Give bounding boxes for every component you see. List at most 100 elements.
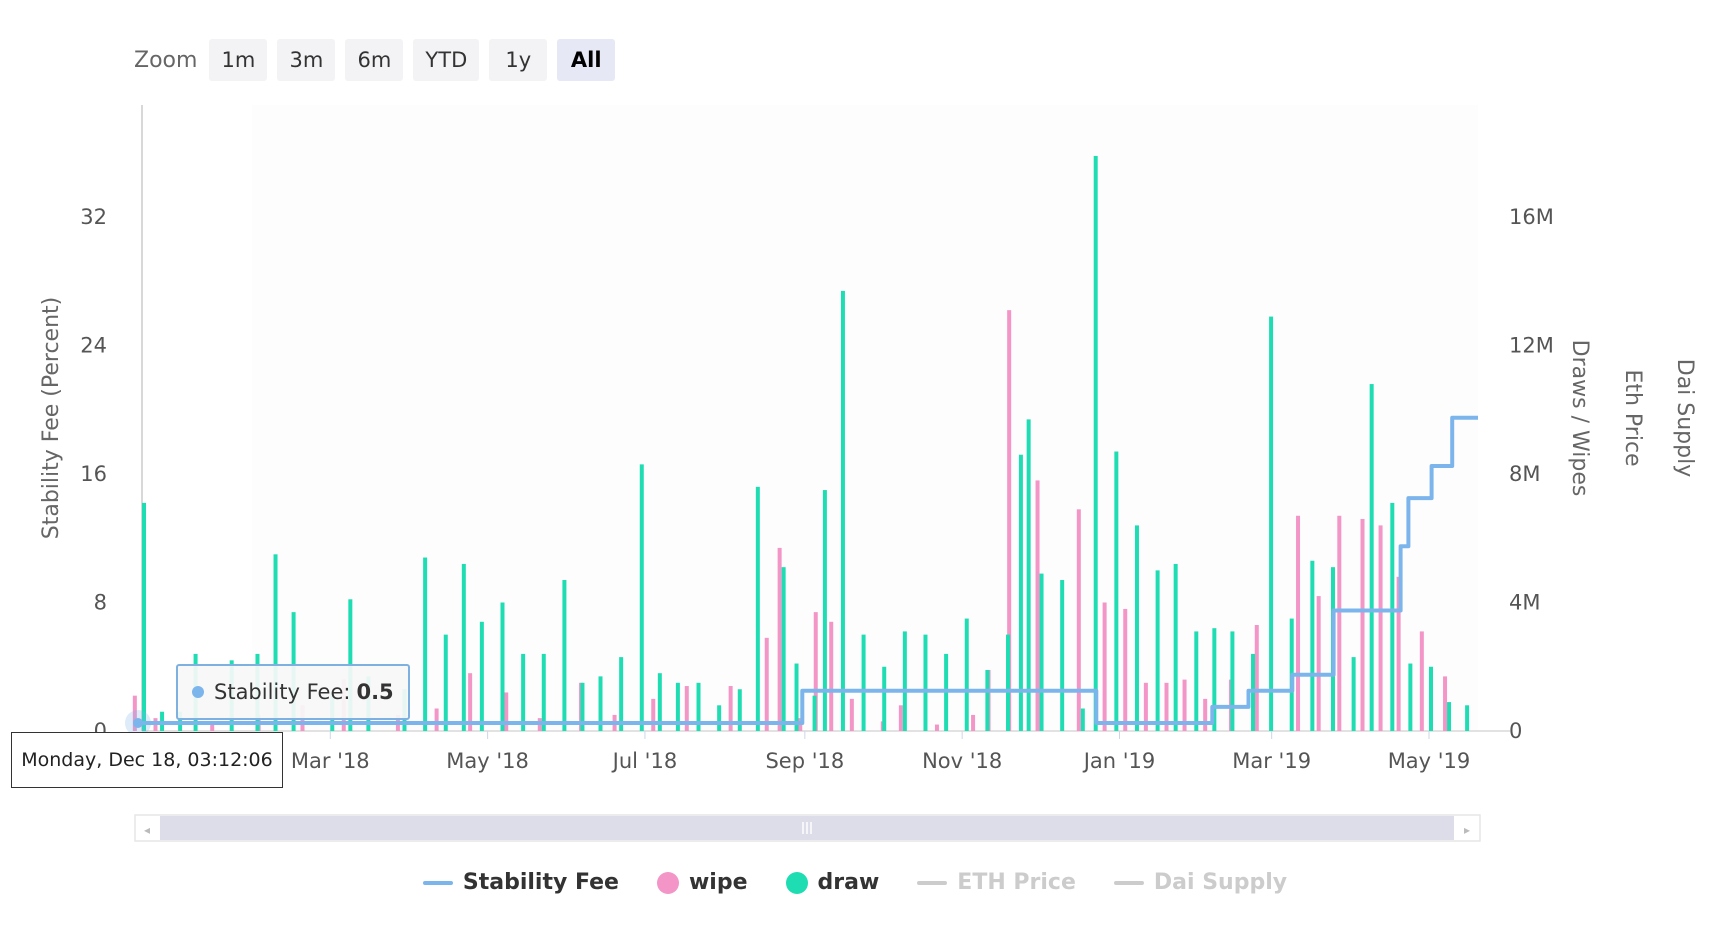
legend-symbol-4 (1113, 880, 1144, 885)
tooltip-series-dot (192, 686, 204, 698)
draw-bar (1155, 570, 1160, 731)
wipe-bar (1123, 608, 1128, 731)
zoom-1m-button[interactable]: 1m (209, 39, 268, 81)
draw-bar (423, 557, 428, 731)
x-tick-label: May '18 (446, 749, 529, 773)
legend-item-stability-fee[interactable]: Stability Fee (422, 870, 619, 895)
draw-bar (1390, 502, 1395, 731)
x-tick-label: Jul '18 (611, 749, 678, 773)
x-tick-label: Jan '19 (1082, 749, 1156, 773)
x-tick-label: Sep '18 (765, 749, 844, 773)
left-y-tick-label: 24 (80, 334, 107, 358)
x-tick-label: Nov '18 (922, 749, 1002, 773)
tooltip-label: Stability Fee: (214, 680, 351, 704)
draw-bar (1039, 573, 1044, 731)
wipe-bar (132, 695, 137, 731)
draw-bar (1006, 634, 1011, 731)
legend-symbol-2 (785, 871, 808, 894)
draw-bar (500, 602, 505, 731)
draw-bar (619, 657, 624, 731)
wipe-bar (1337, 515, 1342, 731)
right-y-tick-label: 16M (1509, 205, 1554, 229)
draw-bar (1134, 525, 1139, 731)
wipe-bar (813, 612, 818, 731)
wipe-bar (849, 698, 854, 731)
draw-bar (1194, 631, 1199, 731)
draw-bar (1351, 657, 1356, 731)
right-axis-title-draws-wipes: Draws / Wipes (1567, 340, 1592, 497)
wipe-bar (829, 621, 834, 731)
zoom-all-button[interactable]: All (557, 39, 616, 81)
wipe-bar (1164, 682, 1169, 731)
draw-bar (964, 618, 969, 731)
legend-symbol-0 (422, 880, 453, 885)
wipe-bar (1203, 698, 1208, 731)
legend-item-wipe[interactable]: wipe (656, 870, 748, 895)
crosshair-date-label: Monday, Dec 18, 03:12:06 (11, 732, 283, 788)
zoom-3m-button[interactable]: 3m (277, 39, 336, 81)
draw-bar (717, 705, 722, 731)
right-axis-title-dai-supply: Dai Supply (1672, 359, 1697, 478)
wipe-bar (1396, 576, 1401, 731)
legend-label: Stability Fee (462, 870, 619, 895)
draw-bar (822, 490, 827, 731)
draw-bar (1465, 705, 1470, 731)
draw-bar (812, 695, 817, 731)
draw-bar (521, 653, 526, 731)
right-axis-title-eth-price: Eth Price (1620, 369, 1645, 466)
legend-item-eth-price[interactable]: ETH Price (917, 870, 1076, 895)
legend-symbol-3 (917, 880, 948, 885)
wipe-bar (934, 724, 939, 731)
wipe-bar (764, 637, 769, 731)
wipe-bar (1143, 682, 1148, 731)
wipe-bar (728, 686, 733, 731)
legend-item-dai-supply[interactable]: Dai Supply (1113, 870, 1287, 895)
tooltip: Stability Fee: 0.5 (176, 664, 410, 720)
draw-bar (861, 634, 866, 731)
zoom-6m-button[interactable]: 6m (345, 39, 404, 81)
draw-bar (985, 669, 990, 731)
draw-bar (737, 689, 742, 731)
legend-item-draw[interactable]: draw (785, 870, 880, 895)
wipe-bar (1419, 631, 1424, 731)
draw-bar (562, 580, 567, 731)
wipe-bar (1443, 676, 1448, 731)
zoom-label: Zoom (134, 47, 198, 73)
draw-bar (1230, 631, 1235, 731)
draw-bar (657, 673, 662, 731)
wipe-bar (1035, 480, 1040, 731)
draw-bar (142, 502, 146, 731)
draw-bar (541, 653, 546, 731)
wipe-bar (434, 708, 439, 731)
draw-bar (840, 290, 845, 731)
legend-symbol-1 (656, 871, 679, 894)
legend-label: ETH Price (957, 870, 1076, 895)
draw-bar (1026, 419, 1031, 731)
draw-bar (1114, 451, 1119, 731)
wipe-bar (684, 686, 689, 731)
navigator-right-arrow-icon: ▸ (1464, 823, 1470, 837)
x-tick-label: Mar '18 (291, 749, 370, 773)
draw-bar (902, 631, 907, 731)
left-axis-title: Stability Fee (Percent) (39, 297, 64, 539)
wipe-bar (1076, 509, 1081, 731)
draw-bar (639, 464, 644, 731)
zoom-bar: Zoom 1m 3m 6m YTD 1y All (134, 39, 616, 81)
hover-point (133, 717, 143, 728)
left-y-tick-label: 8 (94, 591, 107, 615)
wipe-bar (777, 547, 782, 731)
zoom-ytd-button[interactable]: YTD (413, 39, 480, 81)
x-tick-label: Mar '19 (1232, 749, 1311, 773)
legend-label: draw (817, 870, 880, 895)
legend: Stability Fee wipe draw ETH Price Dai Supply (0, 870, 1730, 895)
wipe-bar (504, 692, 509, 731)
zoom-1y-button[interactable]: 1y (489, 39, 548, 81)
draw-bar (794, 663, 799, 731)
wipe-bar (210, 721, 215, 731)
draw-bar (443, 634, 448, 731)
draw-bar (580, 682, 585, 731)
stability-fee-line (142, 415, 1478, 725)
wipe-bar (1378, 525, 1383, 731)
draw-bar (1428, 666, 1433, 731)
